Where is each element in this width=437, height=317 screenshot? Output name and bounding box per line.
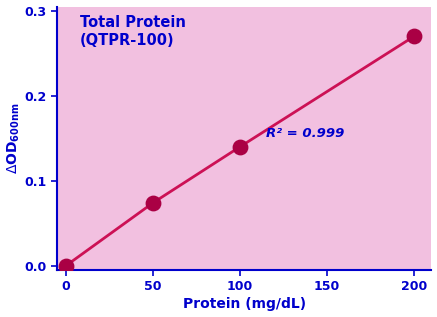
Text: Total Protein
(QTPR-100): Total Protein (QTPR-100): [80, 15, 186, 48]
Point: [236, 144, 243, 149]
Point: [410, 34, 417, 39]
Point: [149, 200, 156, 205]
X-axis label: Protein (mg/dL): Protein (mg/dL): [183, 297, 306, 311]
Y-axis label: $\Delta$OD$_{\mathregular{600nm}}$: $\Delta$OD$_{\mathregular{600nm}}$: [6, 102, 22, 174]
Point: [62, 263, 69, 268]
Text: R² = 0.999: R² = 0.999: [266, 127, 344, 140]
